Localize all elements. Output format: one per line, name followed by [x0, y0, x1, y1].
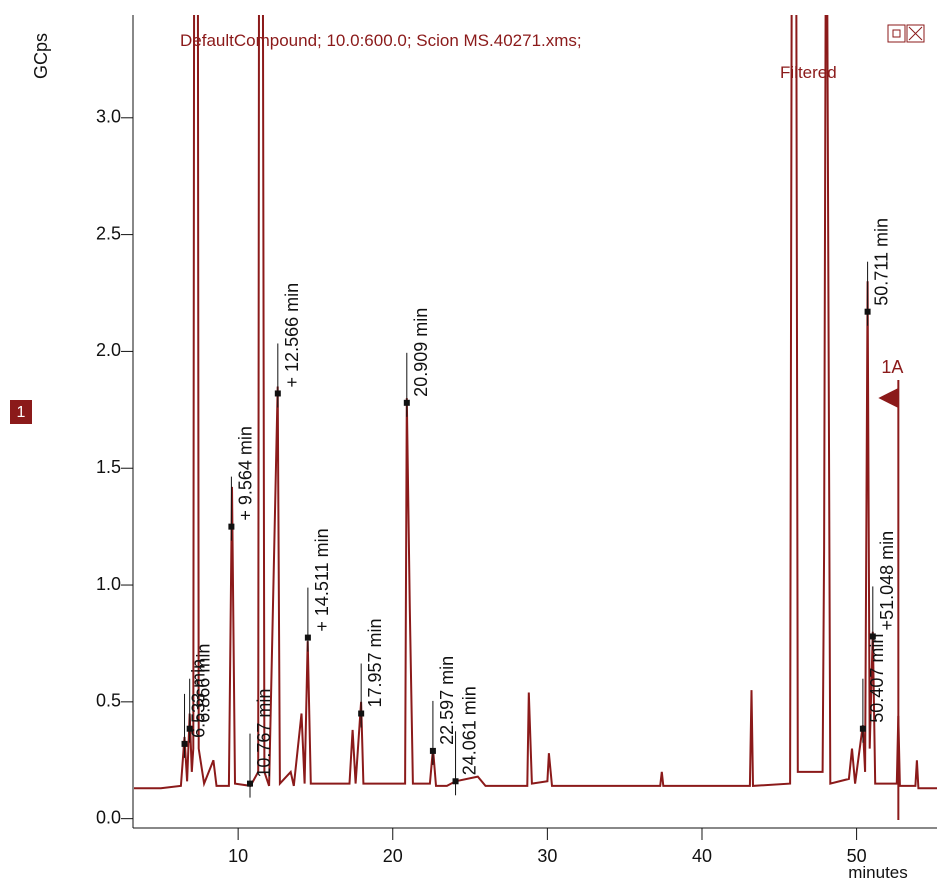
peak-marker	[186, 725, 193, 732]
peak-label: 50.407 min	[867, 634, 887, 723]
peak-label: 10.767 min	[254, 689, 274, 778]
close-icon	[908, 26, 923, 41]
x-tick-label: 20	[383, 846, 403, 866]
peak-label: +51.048 min	[877, 531, 897, 631]
peak-label: 22.597 min	[437, 656, 457, 745]
x-tick-label: 40	[692, 846, 712, 866]
chart-title: DefaultCompound; 10.0:600.0; Scion MS.40…	[180, 31, 582, 50]
peak-label: 20.909 min	[411, 308, 431, 397]
peak-label: 17.957 min	[365, 618, 385, 707]
peak-label: 50.711 min	[872, 218, 892, 306]
restore-button[interactable]	[887, 24, 906, 43]
x-axis-label: minutes	[848, 863, 908, 882]
plot-area	[134, 15, 937, 790]
chart-subtitle: Filtered	[780, 63, 837, 82]
x-tick-label: 50	[847, 846, 867, 866]
peak-label: + 12.566 min	[282, 283, 302, 388]
y-tick-label: 1.5	[96, 457, 121, 477]
peak-marker	[358, 710, 365, 717]
peak-marker	[228, 523, 235, 530]
trace-badge	[10, 400, 32, 424]
peak-marker	[869, 633, 876, 640]
trace-number: 1	[17, 404, 26, 421]
peak-marker	[181, 740, 188, 747]
y-tick-label: 0.5	[96, 691, 121, 711]
y-tick-label: 1.0	[96, 574, 121, 594]
peak-label: 6.866 min	[194, 644, 214, 723]
peak-label: 6.533 min	[189, 659, 209, 738]
trace-line	[134, 15, 937, 790]
peak-marker	[859, 725, 866, 732]
marker-arrow	[878, 388, 899, 408]
x-tick-label: 10	[228, 846, 248, 866]
y-tick-label: 0.0	[96, 807, 121, 827]
y-tick-label: 2.0	[96, 340, 121, 360]
close-button[interactable]	[906, 24, 925, 43]
peak-marker	[429, 747, 436, 754]
peak-marker	[864, 308, 871, 315]
x-tick-label: 30	[537, 846, 557, 866]
peak-label: + 9.564 min	[235, 426, 255, 521]
y-tick-label: 3.0	[96, 107, 121, 127]
y-axis-label: GCps	[31, 33, 51, 79]
peak-marker	[403, 399, 410, 406]
peak-marker	[246, 780, 253, 787]
y-tick-label: 2.5	[96, 223, 121, 243]
restore-icon	[892, 29, 901, 38]
peak-label: 24.061 min	[460, 686, 480, 775]
peak-marker	[274, 390, 281, 397]
peak-marker	[452, 778, 459, 785]
peak-label: + 14.511 min	[312, 528, 332, 631]
peak-marker	[304, 634, 311, 641]
marker-label: 1A	[881, 357, 903, 377]
